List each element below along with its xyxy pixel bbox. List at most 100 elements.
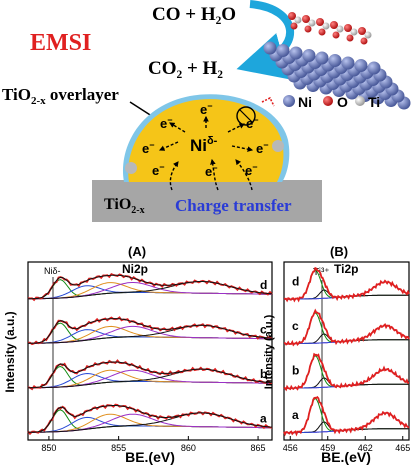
fit-envelope (28, 361, 273, 389)
o-atom (316, 18, 324, 26)
o-atom (344, 24, 352, 32)
o-atom (358, 27, 366, 35)
x-tick-label: 855 (111, 443, 126, 453)
spectrum-data (28, 316, 273, 346)
spectrum-data (27, 273, 273, 302)
trace-label: b (260, 367, 267, 381)
o-atom (318, 28, 326, 36)
o-atom (360, 37, 368, 45)
panel-b-title: Ti2p (334, 262, 358, 276)
o-atom (302, 15, 310, 23)
fit-component (28, 409, 272, 433)
reactants-label: CO + H₂O (152, 4, 236, 25)
ti-atom (336, 25, 344, 33)
spectrum-data (283, 395, 410, 437)
flow-arrow (169, 161, 179, 191)
trace-label: a (292, 408, 299, 422)
ti-atom (294, 16, 302, 24)
ti-atom (364, 31, 372, 39)
tio2-support (92, 180, 322, 222)
ni-atom (328, 54, 342, 67)
magnifier-handle (238, 108, 254, 124)
panel-a-frame (27, 261, 273, 441)
o-atom (332, 31, 340, 39)
panel-b-plot: 456 459 462 465 d c b a (283, 266, 410, 453)
x-tick-label: 456 (283, 443, 298, 453)
x-tick-label: 459 (320, 443, 335, 453)
ni-atom (341, 56, 355, 70)
x-tick-label: 850 (41, 443, 56, 453)
reaction-arrow (236, 0, 295, 80)
trace-label: a (260, 411, 267, 425)
ni-atom (276, 44, 290, 57)
fit-envelope (28, 274, 273, 300)
panel-a-ylabel: Intensity (a.u.) (3, 311, 17, 392)
spectrum-data (283, 352, 409, 392)
ni-atom (263, 41, 277, 55)
flow-arrow (169, 122, 186, 133)
panel-b-peak-label: Ti³⁺ (313, 267, 330, 278)
panel-a-label: (A) (128, 244, 146, 259)
o-atom (330, 21, 338, 29)
o-legend-icon (323, 96, 333, 106)
o-atom (346, 34, 354, 42)
ti-atom (308, 19, 316, 27)
x-tick-label: 865 (251, 443, 266, 453)
o-atom (288, 12, 296, 20)
flow-arrow (227, 123, 246, 133)
fit-envelope (28, 318, 273, 344)
fit-envelope (28, 405, 273, 433)
trace-label: d (292, 274, 299, 288)
overlayer-bump-left (125, 162, 137, 174)
x-tick-label: 462 (358, 443, 373, 453)
atom-legend: Ni O Ti (283, 94, 380, 110)
flow-arrow (231, 145, 254, 152)
charge-transfer-label: Charge transfer (175, 196, 292, 215)
flow-arrow (235, 159, 253, 191)
trace-label: c (260, 322, 267, 336)
panel-b-xlabel: BE.(eV) (321, 449, 371, 465)
lattice-slab (263, 12, 411, 110)
ni-atom (302, 49, 316, 62)
x-tick-label: 860 (181, 443, 196, 453)
emsi-label: EMSI (30, 30, 91, 56)
flow-arrow (210, 158, 219, 191)
ni-particle (128, 99, 284, 182)
panel-a-plot: 850 855 860 865 d c b a (27, 273, 273, 453)
o-atom (304, 25, 312, 33)
ni-legend-icon (283, 95, 295, 107)
reaction-scheme: EMSI CO + H₂O CO₂ + H₂ Ni O Ti TiO2-x ov… (2, 0, 411, 222)
ti-legend-icon (355, 96, 365, 106)
overlayer-bump-right (272, 140, 284, 152)
o-legend-label: O (337, 94, 348, 110)
fit-component (28, 281, 273, 300)
trace-label: c (292, 319, 299, 333)
ti-legend-label: Ti (368, 94, 380, 110)
panel-a-xlabel: BE.(eV) (125, 449, 175, 465)
spectrum-data (27, 359, 273, 391)
panel-a-title: Ni2p (122, 262, 148, 276)
spectrum-data (283, 266, 410, 303)
o-atom (290, 22, 298, 30)
ti-atom (350, 28, 358, 36)
ni-legend-label: Ni (298, 94, 312, 110)
flow-arrow (158, 141, 179, 151)
panel-b-frame (283, 261, 410, 441)
products-label: CO₂ + H₂ (148, 58, 223, 79)
spectrum-data (284, 308, 410, 347)
trace-label: b (292, 363, 299, 377)
panel-b: (B) Ti2p Ti³⁺ 456 459 462 465 d c b a Intensity… (263, 244, 410, 465)
panel-a: (A) Ni2p Niδ- 850 855 860 865 d c b a Intensity… (3, 244, 273, 465)
ni-atom (367, 61, 381, 75)
ni-atom (315, 51, 329, 65)
ti-atom (322, 22, 330, 30)
panel-a-peak-label: Niδ- (44, 266, 61, 276)
magnifier-icon (236, 106, 256, 126)
trace-label: d (260, 278, 267, 292)
fit-component (284, 398, 409, 434)
panel-b-label: (B) (330, 244, 348, 259)
overlayer-label: TiO2-x overlayer (2, 85, 119, 107)
panel-b-ylabel: Intensity (a.u.) (263, 314, 275, 389)
ni-atom (289, 46, 303, 60)
